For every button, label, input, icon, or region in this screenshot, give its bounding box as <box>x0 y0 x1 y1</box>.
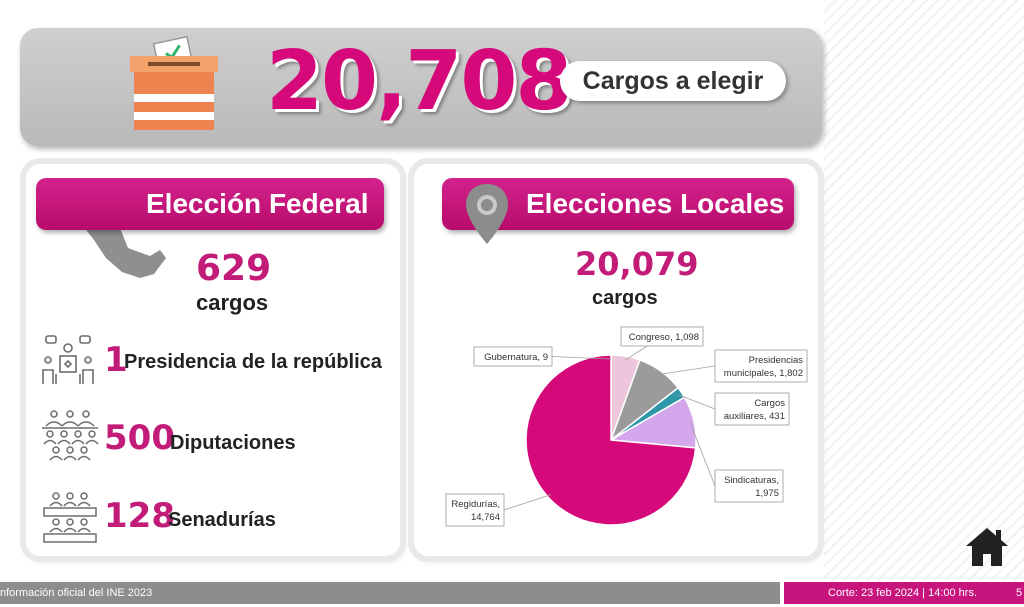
deputies-count: 500 <box>104 418 175 458</box>
svg-text:municipales, 1,802: municipales, 1,802 <box>724 368 803 379</box>
footer-source-text: nformación oficial del INE 2023 <box>0 587 153 599</box>
positions-label-pill: Cargos a elegir <box>560 61 786 101</box>
federal-header: Elección Federal <box>36 178 384 230</box>
svg-text:Gubernatura, 9: Gubernatura, 9 <box>484 352 548 363</box>
local-total: 20,079 <box>575 245 699 283</box>
senators-label: Senadurías <box>168 509 276 531</box>
federal-title: Elección Federal <box>146 188 369 219</box>
pie-label-regidur-as: Regidurías, 14,764 <box>445 493 505 527</box>
footer-cutoff-text: Corte: 23 feb 2024 | 14:00 hrs. <box>828 587 978 599</box>
svg-text:auxiliares, 431: auxiliares, 431 <box>724 411 785 422</box>
svg-text:Congreso, 1,098: Congreso, 1,098 <box>629 332 699 343</box>
presidency-icon <box>42 335 94 384</box>
ballot-box-icon <box>130 36 218 130</box>
pie-label-presidencias-municipales: Presidencias municipales, 1,802 <box>714 349 808 383</box>
presidency-count: 1 <box>104 340 128 380</box>
footer: nformación oficial del INE 2023 Corte: 2… <box>0 582 1024 607</box>
deputies-label: Diputaciones <box>170 432 296 454</box>
page-number: 5 <box>1016 587 1023 599</box>
presidency-label: Presidencia de la república <box>124 351 382 373</box>
svg-text:Regidurías,: Regidurías, <box>451 499 500 510</box>
pie-leader-line <box>658 365 716 375</box>
senators-count: 128 <box>104 496 175 536</box>
pie-label-sindicaturas: Sindicaturas, 1,975 <box>714 469 784 503</box>
location-pin-icon <box>466 184 508 244</box>
local-unit: cargos <box>592 287 658 309</box>
local-title: Elecciones Locales <box>526 188 785 219</box>
pie-label-cargos-auxiliares: Cargos auxiliares, 431 <box>714 392 790 426</box>
svg-text:14,764: 14,764 <box>471 512 500 523</box>
svg-text:1,975: 1,975 <box>755 488 779 499</box>
pie-label-congreso: Congreso, 1,098 <box>620 326 704 347</box>
federal-unit: cargos <box>196 290 269 315</box>
senators-icon <box>43 492 97 543</box>
pie-slice-regidur-as <box>525 354 697 526</box>
footer-source: nformación oficial del INE 2023 <box>0 582 780 604</box>
pie-leader-line <box>551 356 612 360</box>
background-stripes <box>824 0 1024 580</box>
svg-text:Cargos: Cargos <box>754 398 785 409</box>
pie-label-gubernatura: Gubernatura, 9 <box>473 346 553 367</box>
deputies-icon <box>42 410 99 461</box>
pie-leader-line <box>678 394 716 410</box>
home-icon[interactable] <box>964 526 1010 568</box>
federal-total: 629 <box>196 248 272 289</box>
total-positions: 20,708 <box>266 34 572 129</box>
local-positions-pie-chart: Gubernatura, 9 Congreso, 1,098 Presidencia… <box>445 326 808 527</box>
svg-text:Presidencias: Presidencias <box>749 355 804 366</box>
pie-leader-line <box>503 494 552 511</box>
footer-cutoff: Corte: 23 feb 2024 | 14:00 hrs. 5 <box>784 582 1024 604</box>
svg-text:Sindicaturas,: Sindicaturas, <box>724 475 779 486</box>
pie-leader-line <box>689 422 716 487</box>
